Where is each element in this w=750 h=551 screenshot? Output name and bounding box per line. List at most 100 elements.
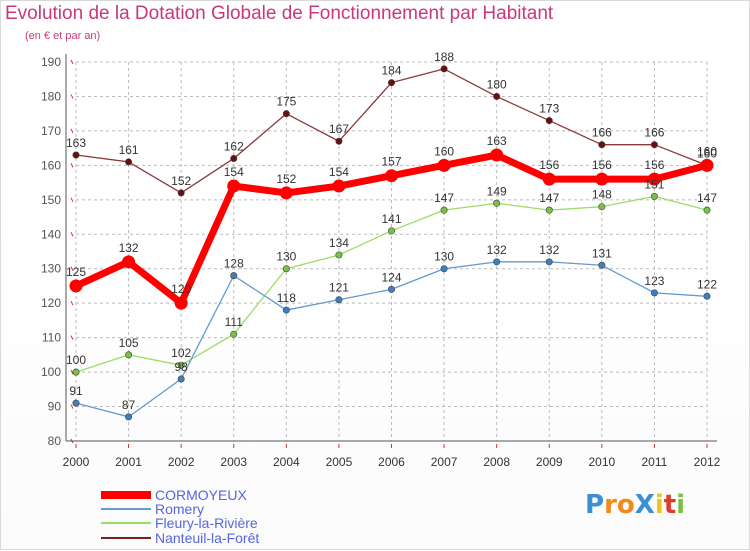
y-tick-mark <box>70 128 74 134</box>
grid-layer <box>75 61 708 441</box>
data-label-romery: 121 <box>329 281 349 295</box>
data-point-nanteuil-la-for-t <box>230 154 238 162</box>
data-point-fleury-la-rivi-re <box>598 203 606 211</box>
data-point-fleury-la-rivi-re <box>230 330 238 338</box>
data-label-cormoyeux: 125 <box>66 265 86 279</box>
axis-layer: 80 90 100 110 120 130 140 150 160 170 180 190 2000 20… <box>41 54 721 469</box>
data-point-romery <box>282 306 290 314</box>
logo-letter: i <box>676 490 686 520</box>
x-tick-label: 2006 <box>378 455 405 469</box>
data-point-cormoyeux <box>490 148 504 162</box>
data-point-nanteuil-la-for-t <box>493 92 501 100</box>
data-label-cormoyeux: 132 <box>119 241 139 255</box>
data-point-romery <box>598 261 606 269</box>
data-label-fleury-la-rivi-re: 134 <box>329 236 349 250</box>
x-tick-label: 2007 <box>431 455 458 469</box>
data-point-nanteuil-la-for-t <box>177 189 185 197</box>
data-label-nanteuil-la-for-t: 152 <box>171 174 191 188</box>
data-point-cormoyeux <box>279 186 293 200</box>
y-tick-label: 190 <box>41 55 61 69</box>
chart-subtitle: (en € et par an) <box>25 30 101 42</box>
data-point-cormoyeux <box>595 172 609 186</box>
y-tick-label: 130 <box>41 262 61 276</box>
data-label-cormoyeux: 154 <box>329 165 349 179</box>
data-point-romery <box>177 375 185 383</box>
data-label-romery: 123 <box>644 274 664 288</box>
data-label-cormoyeux: 156 <box>592 158 612 172</box>
data-point-romery <box>125 413 133 421</box>
data-point-fleury-la-rivi-re <box>72 368 80 376</box>
data-point-cormoyeux <box>122 255 136 269</box>
data-label-fleury-la-rivi-re: 148 <box>592 188 612 202</box>
y-tick-mark <box>70 266 74 271</box>
data-label-nanteuil-la-for-t: 163 <box>66 136 86 150</box>
y-tick-label: 180 <box>41 89 61 103</box>
x-tick-label: 2001 <box>115 455 142 469</box>
data-label-fleury-la-rivi-re: 147 <box>434 191 454 205</box>
data-point-romery <box>650 289 658 297</box>
legend-item-romery: Romery <box>101 501 204 517</box>
y-tick-mark <box>70 197 74 203</box>
data-point-cormoyeux <box>385 169 398 183</box>
y-tick-label: 110 <box>42 331 61 345</box>
data-point-romery <box>335 296 343 304</box>
data-label-romery: 122 <box>697 277 717 291</box>
data-point-fleury-la-rivi-re <box>177 361 185 369</box>
data-label-layer: 163 161 152 162 175 167 184 188 180 173 166 166 160 1… <box>66 50 717 412</box>
y-tick-mark <box>70 300 74 306</box>
data-label-fleury-la-rivi-re: 111 <box>225 315 244 329</box>
data-point-nanteuil-la-for-t <box>387 79 395 87</box>
x-tick-label: 2010 <box>588 455 615 469</box>
data-label-cormoyeux: 154 <box>224 165 244 179</box>
data-label-cormoyeux: 156 <box>644 158 664 172</box>
series-layer <box>69 65 714 421</box>
legend-item-fleury: Fleury-la-Rivière <box>101 515 258 531</box>
y-tick-label: 80 <box>48 434 62 448</box>
data-label-nanteuil-la-for-t: 188 <box>434 50 454 64</box>
data-point-romery <box>440 265 448 273</box>
data-label-fleury-la-rivi-re: 102 <box>171 346 191 360</box>
y-tick-mark <box>70 404 74 409</box>
x-tick-label: 2009 <box>536 455 563 469</box>
x-tick-label: 2000 <box>63 455 90 469</box>
data-label-romery: 91 <box>69 384 83 398</box>
data-point-nanteuil-la-for-t <box>598 141 606 149</box>
data-point-fleury-la-rivi-re <box>440 206 448 214</box>
legend-label-romery: Romery <box>155 501 205 517</box>
data-point-nanteuil-la-for-t <box>335 137 343 145</box>
x-tick-label: 2004 <box>273 455 300 469</box>
logo-letter: X <box>634 490 655 520</box>
data-label-romery: 87 <box>122 398 136 412</box>
data-label-cormoyeux: 120 <box>171 282 191 296</box>
data-point-fleury-la-rivi-re <box>703 206 711 214</box>
data-label-romery: 131 <box>592 246 612 260</box>
data-label-fleury-la-rivi-re: 149 <box>487 184 507 198</box>
data-label-romery: 124 <box>381 270 401 284</box>
legend-swatch-nanteuil <box>101 537 151 539</box>
data-label-fleury-la-rivi-re: 147 <box>539 191 559 205</box>
chart-title: Evolution de la Dotation Globale de Fonc… <box>5 3 554 24</box>
data-point-cormoyeux <box>647 172 661 186</box>
legend-label-cormoyeux: CORMOYEUX <box>155 487 247 503</box>
data-label-cormoyeux: 160 <box>434 144 454 158</box>
data-point-romery <box>72 399 80 407</box>
data-label-cormoyeux: 152 <box>276 172 296 186</box>
data-label-cormoyeux: 163 <box>487 134 507 148</box>
data-label-fleury-la-rivi-re: 130 <box>276 250 296 264</box>
data-point-nanteuil-la-for-t <box>440 65 448 73</box>
logo-letter: t <box>663 490 677 520</box>
data-label-cormoyeux: 156 <box>539 158 559 172</box>
legend-item-nanteuil: Nanteuil-la-Forêt <box>101 530 259 546</box>
data-point-cormoyeux <box>437 158 451 172</box>
data-point-cormoyeux <box>69 279 83 293</box>
data-point-cormoyeux <box>332 179 346 193</box>
legend-swatch-romery <box>101 508 151 510</box>
y-tick-mark <box>70 163 74 168</box>
data-point-cormoyeux <box>700 158 714 172</box>
legend-label-fleury: Fleury-la-Rivière <box>155 515 258 531</box>
y-tick-mark <box>70 94 74 99</box>
data-point-fleury-la-rivi-re <box>387 227 395 235</box>
y-tick-mark <box>70 59 74 65</box>
data-label-romery: 130 <box>434 250 454 264</box>
